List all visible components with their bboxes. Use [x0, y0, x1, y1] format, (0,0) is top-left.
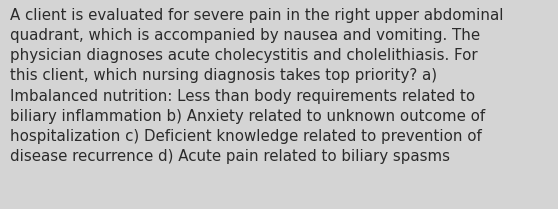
Text: A client is evaluated for severe pain in the right upper abdominal
quadrant, whi: A client is evaluated for severe pain in… — [10, 8, 503, 164]
